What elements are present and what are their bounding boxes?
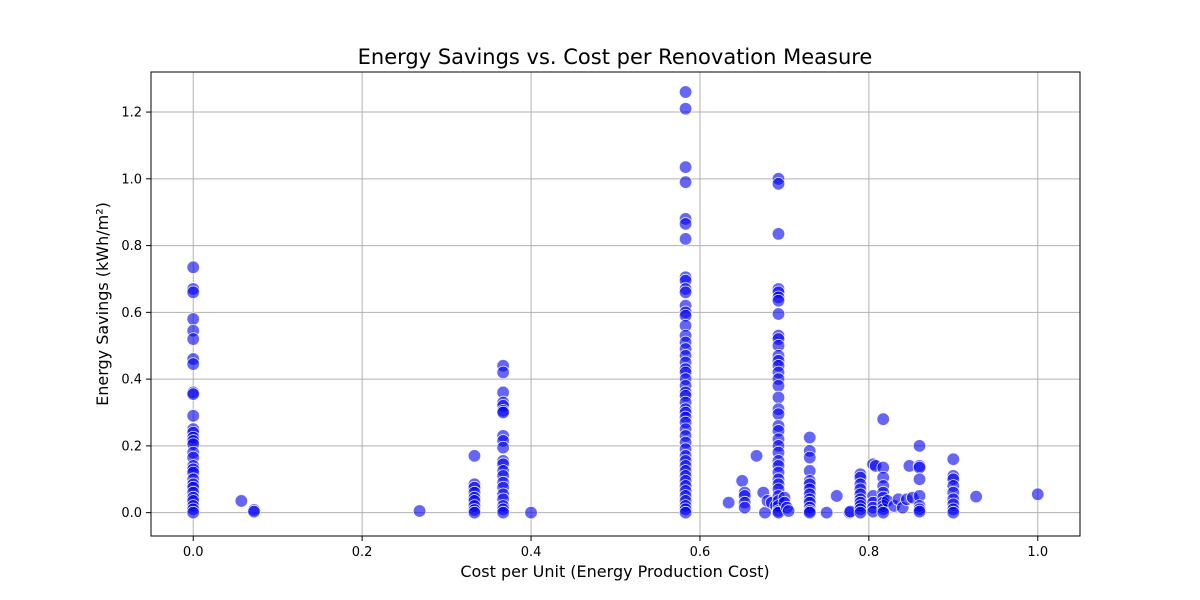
axis-ticks: 0.0 0.2 0.4 0.6 0.8 1.0 0.0 0.2 0.4 0.6 0.8 1.0 1.2: [121, 106, 1048, 560]
chart-title: Energy Savings vs. Cost per Renovation M…: [358, 45, 873, 69]
data-point: [771, 379, 786, 393]
data-point: [467, 449, 482, 463]
data-point: [247, 504, 261, 519]
data-point: [912, 472, 927, 486]
data-point: [771, 227, 786, 241]
data-point: [876, 412, 890, 426]
data-point: [678, 285, 693, 300]
data-point: [946, 505, 961, 520]
data-point: [186, 387, 200, 401]
data-point: [830, 489, 844, 503]
data-point: [496, 440, 510, 455]
data-point: [912, 504, 927, 519]
data-point: [678, 102, 693, 116]
data-point: [186, 409, 200, 423]
x-axis-label: Cost per Unit (Energy Production Cost): [460, 562, 769, 581]
data-point: [781, 504, 796, 518]
data-point: [721, 495, 736, 510]
grid: [151, 72, 1080, 536]
plot-frame: [150, 71, 1081, 537]
y-axis-label: Energy Savings (kWh/m²): [93, 202, 112, 406]
data-point: [803, 505, 817, 520]
x-tick-label: 0.6: [690, 545, 711, 560]
data-point: [186, 260, 200, 274]
data-point: [876, 505, 890, 520]
data-point: [234, 494, 249, 508]
data-point: [678, 505, 693, 520]
y-tick-label: 0.6: [121, 306, 142, 321]
data-point: [853, 505, 868, 520]
data-point: [467, 505, 482, 520]
data-point: [678, 160, 693, 174]
data-point: [186, 357, 200, 371]
y-tick-label: 0.2: [121, 439, 142, 454]
data-point: [186, 285, 200, 300]
data-point: [946, 452, 961, 466]
data-point: [1031, 487, 1045, 501]
x-tick-label: 0.0: [183, 545, 204, 560]
data-points: [186, 85, 1045, 520]
data-point: [186, 332, 200, 346]
data-point: [678, 232, 693, 246]
data-point: [771, 407, 786, 421]
data-point: [735, 474, 749, 488]
y-tick-label: 1.2: [121, 106, 142, 121]
data-point: [771, 177, 786, 191]
data-point: [496, 365, 510, 380]
x-tick-label: 0.8: [859, 545, 880, 560]
data-point: [496, 405, 510, 420]
data-point: [912, 460, 927, 475]
data-point: [819, 505, 834, 520]
data-point: [412, 504, 427, 518]
y-tick-label: 0.8: [121, 239, 142, 254]
y-tick-label: 0.4: [121, 373, 142, 388]
data-point: [186, 312, 200, 326]
data-point: [969, 489, 983, 504]
x-tick-label: 1.0: [1027, 545, 1048, 560]
y-tick-label: 0.0: [121, 506, 142, 521]
x-tick-label: 0.2: [352, 545, 373, 560]
data-point: [186, 505, 200, 520]
data-point: [678, 175, 693, 189]
data-point: [749, 449, 764, 463]
x-tick-label: 0.4: [521, 545, 542, 560]
data-point: [803, 430, 817, 445]
y-tick-label: 1.0: [121, 172, 142, 187]
data-point: [678, 85, 693, 99]
data-point: [678, 217, 693, 231]
data-point: [496, 505, 510, 520]
data-point: [912, 439, 927, 453]
data-point: [771, 307, 786, 321]
data-point: [738, 500, 752, 515]
data-point: [771, 293, 786, 308]
data-point: [771, 390, 786, 405]
data-point: [524, 505, 538, 520]
data-point: [803, 450, 817, 465]
